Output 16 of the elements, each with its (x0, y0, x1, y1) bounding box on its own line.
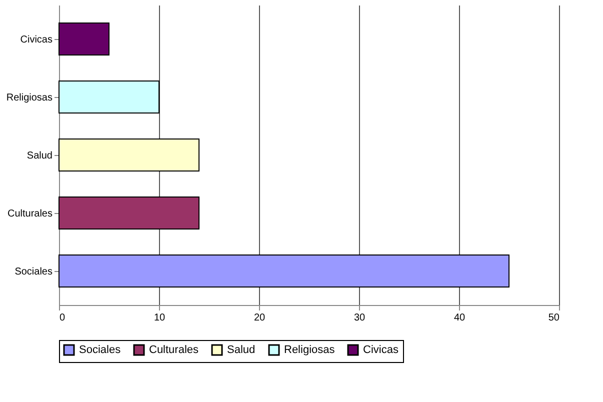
y-tick-label: Sociales (14, 266, 52, 278)
x-tick-label: 10 (154, 312, 166, 324)
x-tick-label: 0 (60, 312, 66, 324)
y-tick-label: Civicas (20, 34, 52, 46)
y-tick-label: Salud (26, 150, 52, 162)
legend-label: Culturales (149, 344, 200, 356)
y-tick-label: Culturales (7, 208, 52, 220)
x-tick-label: 50 (548, 312, 560, 324)
y-tick-label: Religiosas (6, 92, 52, 104)
legend-label: Sociales (79, 344, 122, 356)
x-tick-label: 40 (454, 312, 466, 324)
x-tick-label: 20 (254, 312, 266, 324)
legend-label: Religiosas (284, 344, 336, 356)
x-tick-label: 30 (354, 312, 366, 324)
legend-label: Civicas (363, 344, 399, 356)
legend-label: Salud (227, 344, 256, 356)
